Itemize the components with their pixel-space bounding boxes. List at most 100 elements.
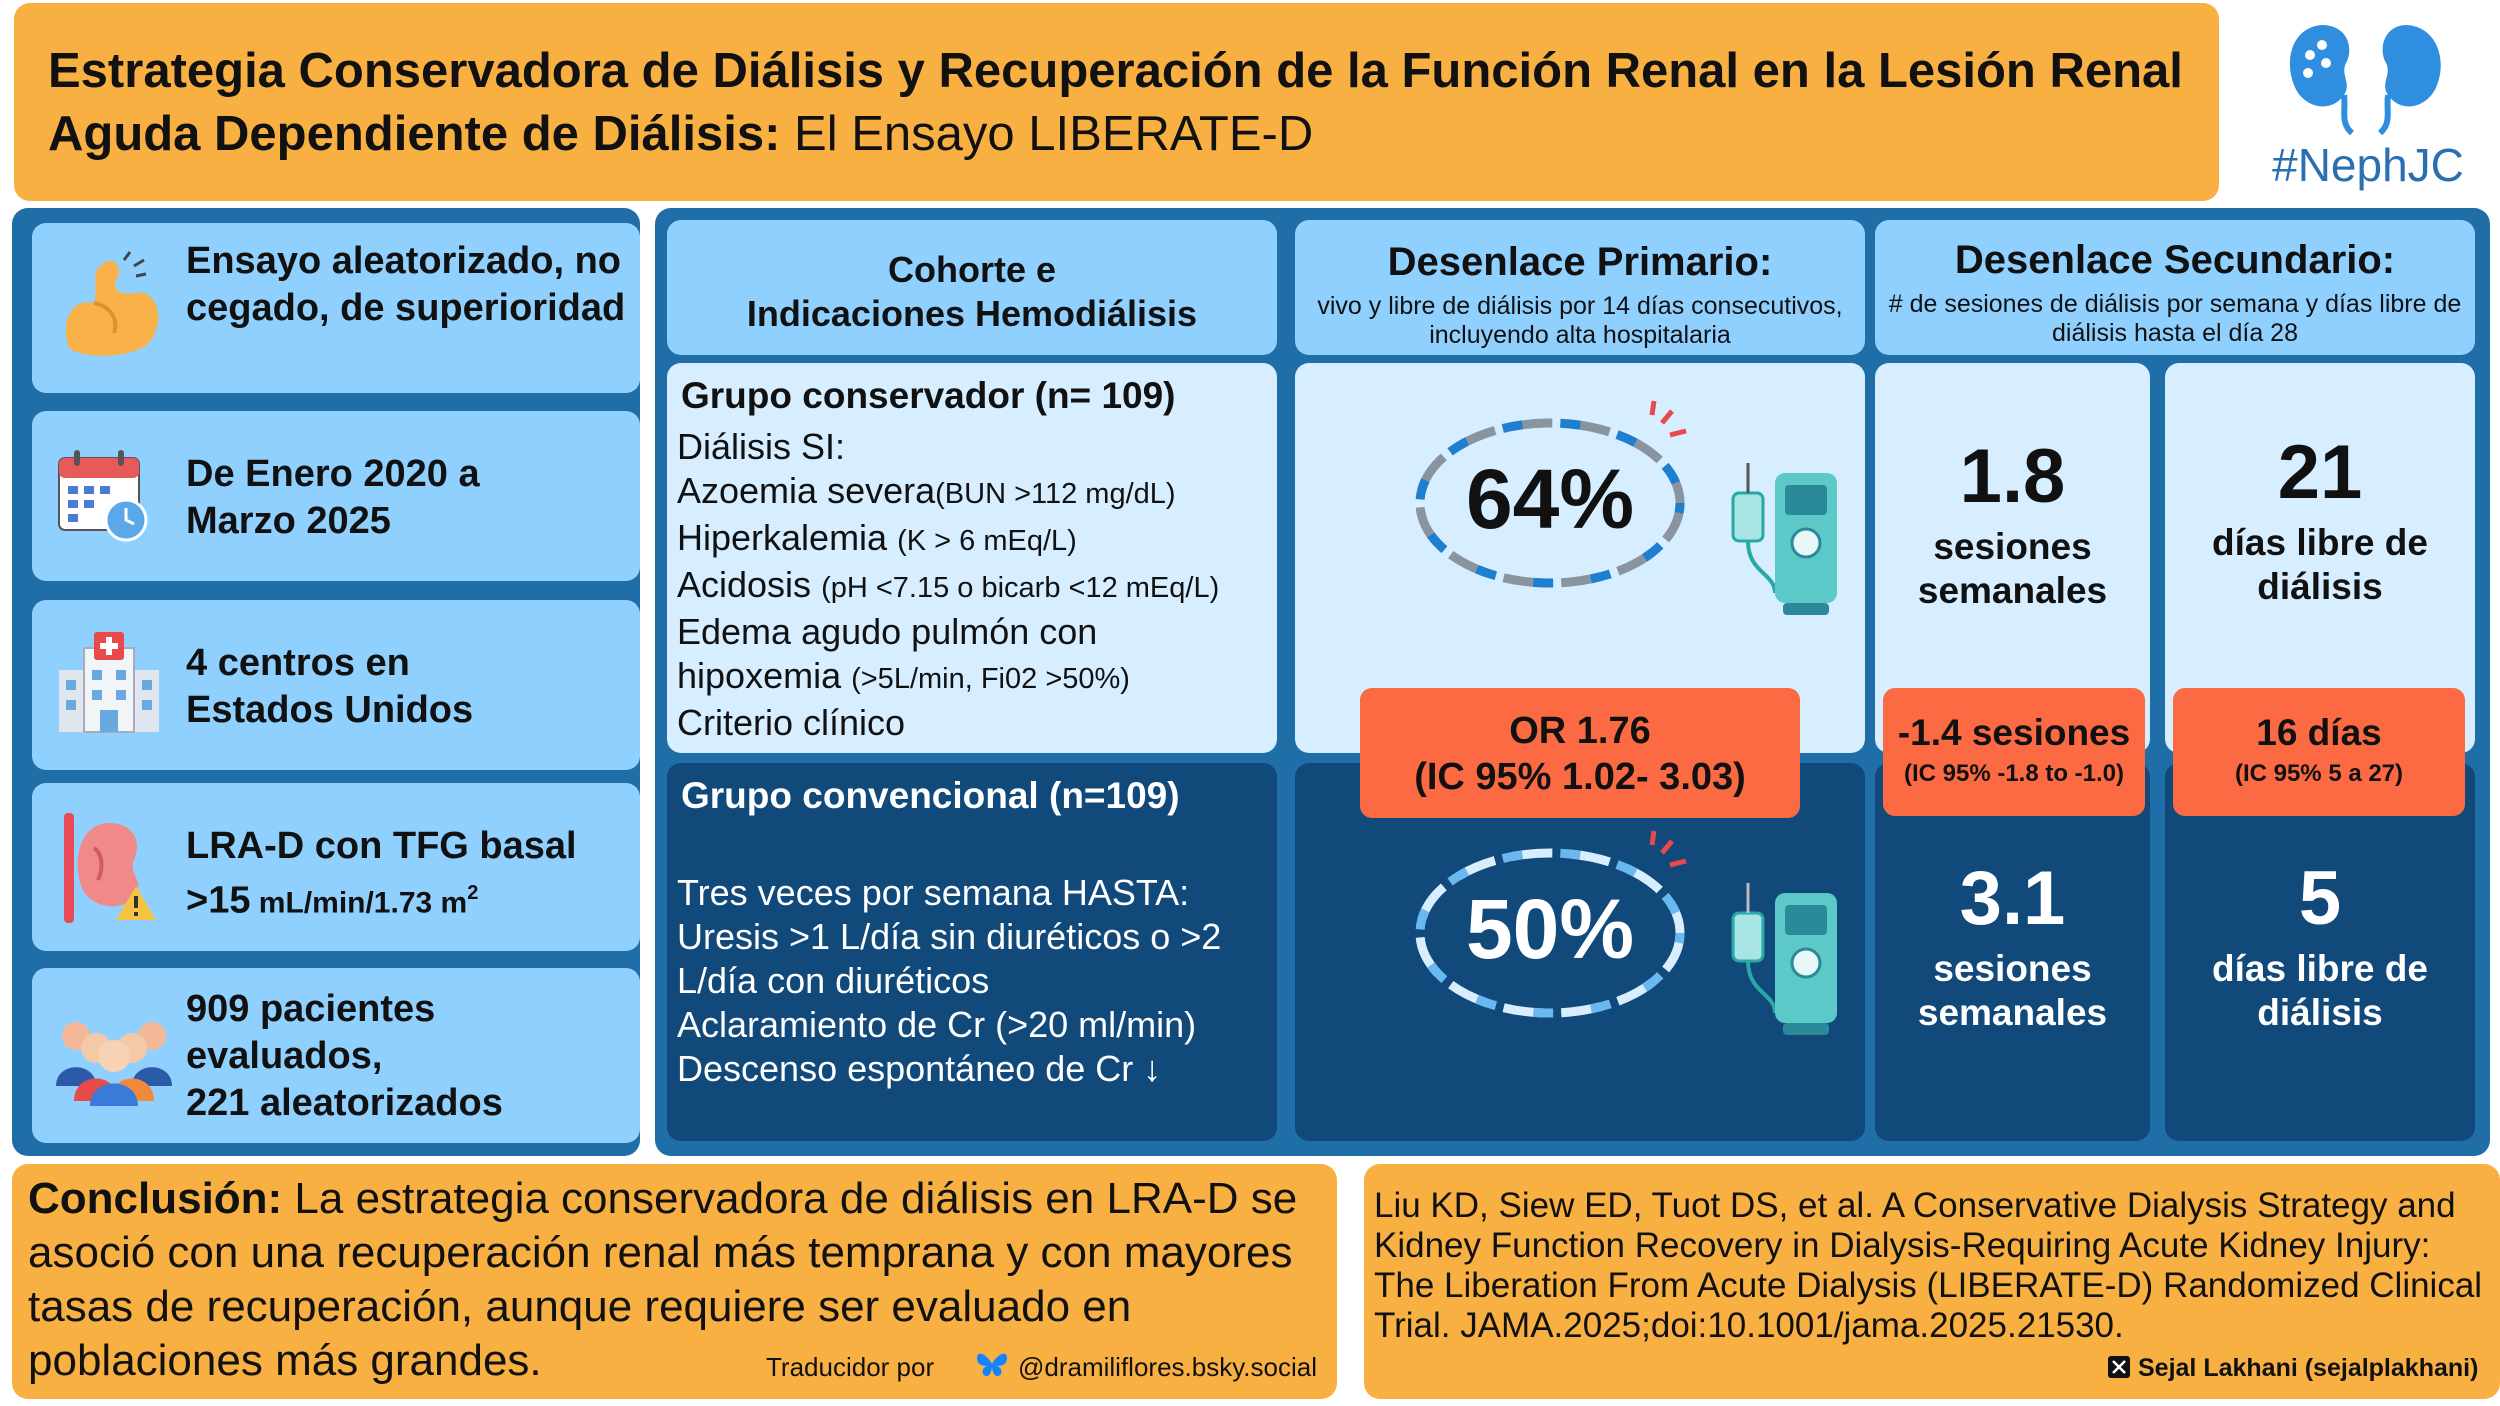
patients-line2: evaluados, <box>186 1035 383 1077</box>
conclusion-box <box>12 1164 1337 1399</box>
study-characteristics-panel: Ensayo aleatorizado, no cegado, de super… <box>12 208 640 1156</box>
logo-text: #NephJC <box>2272 139 2464 191</box>
kidney-logo-icon <box>2289 25 2441 135</box>
criterion-threshold: (BUN >112 mg/dL) <box>935 478 1176 510</box>
patients-text: 909 pacientes evaluados, 221 aleatorizad… <box>186 986 626 1127</box>
odds-ratio-ci: (IC 95% 1.02- 3.03) <box>1414 756 1746 798</box>
days-conventional-card: 5 días libre de diálisis <box>2165 763 2475 1141</box>
hospital-icon <box>59 632 159 733</box>
primary-outcome-header: Desenlace Primario: vivo y libre de diál… <box>1295 220 1865 355</box>
title-regular: El Ensayo LIBERATE-D <box>780 107 1314 161</box>
lrad-value: >15 <box>186 879 251 922</box>
criterion-name: hipoxemia <box>677 655 852 696</box>
conventional-line4: Aclaramiento de Cr (>20 ml/min) <box>677 1004 1197 1045</box>
centers-text: 4 centros en Estados Unidos <box>186 640 626 734</box>
sessions-label-line1: sesiones <box>1933 948 2092 989</box>
conventional-criteria: Tres veces por semana HASTA: Uresis >1 L… <box>677 871 1272 1091</box>
sessions-label-line1: sesiones <box>1933 526 2092 567</box>
conclusion-body: La estrategia conservadora de diálisis e… <box>28 1174 1298 1385</box>
conservative-title: Grupo conservador (n= 109) <box>681 375 1176 416</box>
lrad-text: LRA-D con TFG basal >15 mL/min/1.73 m2 <box>186 823 646 927</box>
conservative-line2: Azoemia severa(BUN >112 mg/dL) <box>677 469 1272 516</box>
centers-line2: Estados Unidos <box>186 689 474 731</box>
lrad-unit: mL/min/1.73 m <box>250 886 468 920</box>
translator-handle[interactable]: @dramiliflores.bsky.social <box>1018 1352 1317 1382</box>
centers-card: 4 centros en Estados Unidos <box>32 600 640 770</box>
days-conservative-label: días libre de diálisis <box>2165 521 2475 609</box>
days-difference-box: 16 días (IC 95% 5 a 27) <box>2173 688 2465 816</box>
conservative-line3: Hiperkalemia (K > 6 mEq/L) <box>677 516 1272 563</box>
days-label-line2: diálisis <box>2257 992 2383 1033</box>
criterion-name: Acidosis <box>677 564 822 605</box>
cohort-header-line1: Cohorte e <box>887 249 1056 290</box>
butterfly-icon <box>977 1353 1007 1376</box>
conservative-line6: hipoxemia (>5L/min, Fi02 >50%) <box>677 654 1272 701</box>
reference-box <box>1364 1164 2500 1399</box>
logo: #NephJC <box>2222 0 2500 200</box>
primary-subtitle: vivo y libre de diálisis por 14 días con… <box>1317 292 1843 349</box>
flexed-arm-icon <box>65 251 159 356</box>
conventional-line2: Uresis >1 L/día sin diuréticos o >2 <box>677 916 1222 957</box>
sessions-conventional-label: sesiones semanales <box>1875 947 2150 1035</box>
dates-text: De Enero 2020 a Marzo 2025 <box>186 451 626 545</box>
design-text: Ensayo aleatorizado, no cegado, de super… <box>186 240 626 329</box>
lrad-sup: 2 <box>467 882 479 904</box>
days-conventional-value: 5 <box>2298 856 2342 941</box>
days-difference: 16 días <box>2256 712 2382 753</box>
primary-conventional-value: 50% <box>1465 882 1635 976</box>
conclusion-text: Conclusión: La estrategia conservadora d… <box>28 1172 1338 1388</box>
days-conventional-label: días libre de diálisis <box>2165 947 2475 1035</box>
sessions-conservative-value: 1.8 <box>1959 434 2066 519</box>
primary-conservative-value: 64% <box>1465 452 1635 546</box>
cohort-header-text: Cohorte e Indicaciones Hemodiálisis <box>667 248 1277 336</box>
days-conservative-value: 21 <box>2277 430 2363 515</box>
conservative-line5: Edema agudo pulmón con <box>677 611 1098 652</box>
title-bold: Estrategia Conservadora de Diálisis y Re… <box>48 44 2183 161</box>
conservative-line7: Criterio clínico <box>677 702 906 743</box>
lrad-card: LRA-D con TFG basal >15 mL/min/1.73 m2 <box>32 783 640 951</box>
conclusion-label: Conclusión: <box>28 1174 283 1223</box>
criterion-name: Azoemia severa <box>677 470 936 511</box>
sessions-difference: -1.4 sesiones <box>1897 712 2131 753</box>
chain-icon <box>1415 830 1687 1018</box>
dialysis-machine-icon <box>1731 463 1837 615</box>
sessions-conservative-label: sesiones semanales <box>1875 525 2150 613</box>
days-label-line2: diálisis <box>2257 566 2383 607</box>
kidney-warning-icon <box>64 813 156 923</box>
header-banner <box>14 3 2219 201</box>
days-label-line1: días libre de <box>2212 948 2428 989</box>
sessions-conventional-value: 3.1 <box>1959 856 2066 941</box>
sessions-ci: (IC 95% -1.8 to -1.0) <box>1903 760 2125 787</box>
dates-line1: De Enero 2020 a <box>186 453 480 495</box>
sessions-difference-box: -1.4 sesiones (IC 95% -1.8 to -1.0) <box>1883 688 2145 816</box>
cohort-header: Cohorte e Indicaciones Hemodiálisis <box>667 220 1277 355</box>
sessions-label-line2: semanales <box>1917 570 2108 611</box>
secondary-title: Desenlace Secundario: <box>1954 238 2396 282</box>
primary-title: Desenlace Primario: <box>1387 240 1773 284</box>
people-icon <box>56 1022 172 1106</box>
patients-line3: 221 aleatorizados <box>186 1082 503 1124</box>
conventional-line3: L/día con diuréticos <box>677 960 990 1001</box>
criterion-name: Hiperkalemia <box>677 517 898 558</box>
sessions-conventional-card: 3.1 sesiones semanales <box>1875 763 2150 1141</box>
odds-ratio-value: OR 1.76 <box>1509 710 1651 752</box>
conventional-line1: Tres veces por semana HASTA: <box>677 872 1190 913</box>
dialysis-machine-icon <box>1731 883 1837 1035</box>
cohort-header-line2: Indicaciones Hemodiálisis <box>746 293 1198 334</box>
criterion-threshold: (pH <7.15 o bicarb <12 mEq/L) <box>821 572 1220 604</box>
secondary-outcome-header: Desenlace Secundario: # de sesiones de d… <box>1875 220 2475 355</box>
reference-text: Liu KD, Siew ED, Tuot DS, et al. A Conse… <box>1374 1186 2483 1345</box>
translator-label: Traducidor por <box>766 1352 935 1382</box>
conventional-line5: Descenso espontáneo de Cr ↓ <box>677 1048 1162 1089</box>
conservative-line1: Diálisis SI: <box>677 426 846 467</box>
criterion-threshold: (>5L/min, Fi02 >50%) <box>851 663 1130 695</box>
days-label-line1: días libre de <box>2212 522 2428 563</box>
chain-icon <box>1415 400 1687 588</box>
patients-card: 909 pacientes evaluados, 221 aleatorizad… <box>32 968 640 1143</box>
patients-line1: 909 pacientes <box>186 988 436 1030</box>
days-ci: (IC 95% 5 a 27) <box>2234 760 2404 787</box>
results-panel: Cohorte e Indicaciones Hemodiálisis Dese… <box>655 208 2490 1156</box>
dates-line2: Marzo 2025 <box>186 500 391 542</box>
conservative-cohort-card: Grupo conservador (n= 109) Diálisis SI: … <box>667 363 1277 753</box>
conventional-cohort-card: Grupo convencional (n=109) Tres veces po… <box>667 763 1277 1141</box>
